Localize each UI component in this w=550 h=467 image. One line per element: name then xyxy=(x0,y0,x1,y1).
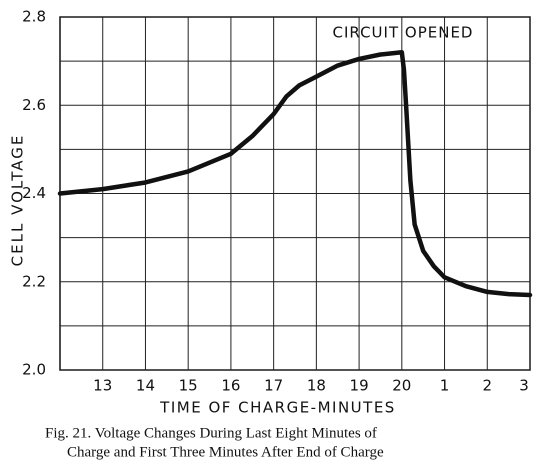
caption-line: Charge and First Three Minutes After End… xyxy=(67,444,384,460)
annotation: CIRCUIT OPENED xyxy=(333,24,474,42)
x-tick-label: 16 xyxy=(221,377,240,395)
x-axis-title: TIME OF CHARGE-MINUTES xyxy=(159,399,396,417)
x-tick-label: 14 xyxy=(136,377,155,395)
x-tick-label: 17 xyxy=(264,377,283,395)
x-tick-label: 15 xyxy=(179,377,198,395)
y-tick-label: 2.2 xyxy=(22,272,46,290)
y-tick-label: 2.0 xyxy=(22,361,46,379)
y-axis-title: CELL VOLTAGE xyxy=(9,134,27,267)
x-tick-label: 13 xyxy=(93,377,112,395)
y-tick-label: 2.8 xyxy=(22,8,46,26)
y-tick-label: 2.6 xyxy=(22,96,46,114)
caption-line: Fig. 21. Voltage Changes During Last Eig… xyxy=(45,425,377,441)
x-tick-label: 19 xyxy=(350,377,369,395)
x-tick-label: 20 xyxy=(392,377,411,395)
x-tick-label: 1 xyxy=(440,377,450,395)
x-tick-label: 18 xyxy=(307,377,326,395)
y-tick-label: 2.4 xyxy=(22,184,46,202)
x-tick-label: 3 xyxy=(519,377,529,395)
voltage-line xyxy=(57,50,533,298)
x-tick-label: 2 xyxy=(482,377,492,395)
